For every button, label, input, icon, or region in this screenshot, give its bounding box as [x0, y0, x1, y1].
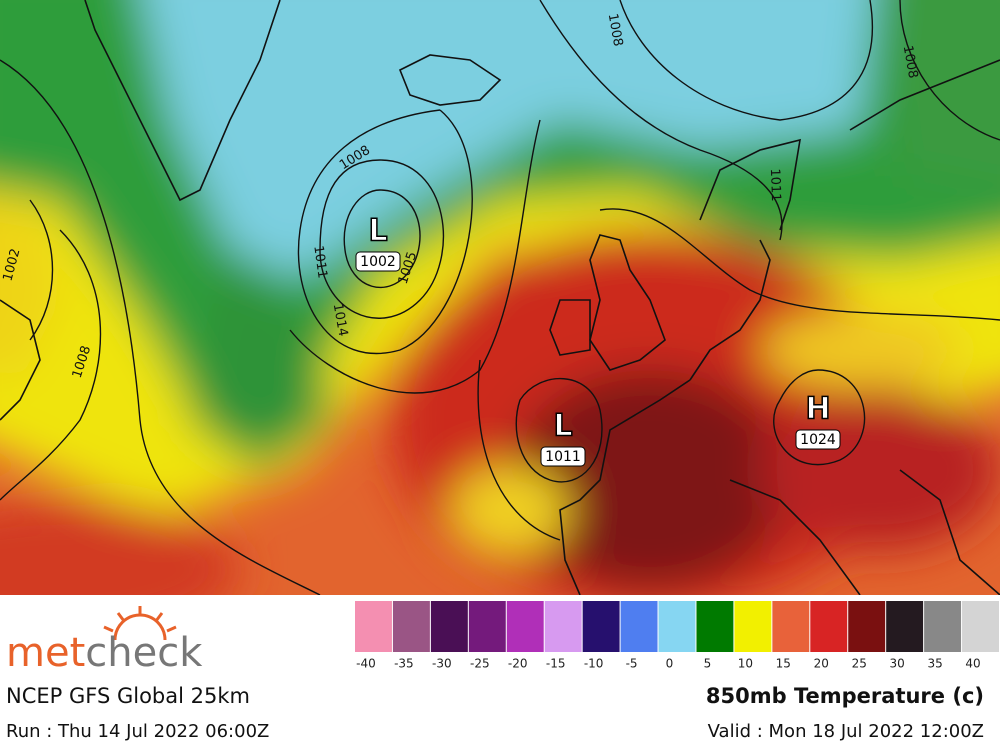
legend-tick-label: 5	[704, 657, 712, 671]
legend-swatch	[848, 601, 886, 652]
legend-tick-label: 25	[852, 657, 867, 671]
legend-tick-label: 15	[776, 657, 791, 671]
pressure-center-value: 1002	[360, 254, 396, 270]
pressure-center-value: 1024	[800, 432, 836, 448]
legend-swatch	[772, 601, 810, 652]
run-time: Run : Thu 14 Jul 2022 06:00Z	[6, 721, 269, 742]
legend-tick-label: 20	[814, 657, 829, 671]
legend-swatch	[582, 601, 620, 652]
pressure-value-box	[795, 429, 841, 450]
legend-swatch	[810, 601, 848, 652]
isobar-label: 1008	[605, 12, 626, 47]
legend-swatch	[886, 601, 924, 652]
legend-tick-label: -20	[508, 657, 528, 671]
legend-tick-label: 40	[965, 657, 980, 671]
isobar-label: 1011	[310, 245, 329, 280]
legend-tick-label: -25	[470, 657, 490, 671]
legend-swatch	[658, 601, 696, 652]
legend-tick-label: -30	[432, 657, 452, 671]
legend-swatch	[430, 601, 468, 652]
valid-time: Valid : Mon 18 Jul 2022 12:00Z	[708, 721, 984, 742]
pressure-center-type: L	[553, 409, 572, 444]
logo: metcheck	[6, 630, 203, 676]
isobar-label: 1008	[900, 44, 921, 79]
legend-tick-label: -5	[626, 657, 638, 671]
logo-check: check	[85, 630, 203, 676]
pressure-center-type: H	[805, 392, 830, 427]
logo-sun	[103, 606, 177, 641]
legend-swatch	[468, 601, 506, 652]
footer: metcheck NCEP GFS Global 25km 850mb Temp…	[6, 606, 984, 742]
isobar-label: 1011	[767, 168, 783, 202]
legend-tick-label: -15	[546, 657, 566, 671]
legend-swatch	[734, 601, 772, 652]
legend-swatch	[392, 601, 430, 652]
pressure-value-box	[540, 446, 586, 467]
logo-met: met	[6, 630, 85, 676]
isobar-label: 1014	[330, 302, 351, 337]
legend-tick-label: 30	[890, 657, 905, 671]
pressure-center-type: L	[368, 214, 387, 249]
legend-swatch	[924, 601, 962, 652]
legend-tick-label: 10	[738, 657, 753, 671]
coastlines	[0, 0, 1000, 595]
pressure-value-box	[355, 251, 401, 272]
legend-swatch	[506, 601, 544, 652]
legend: -40 -35 -30 -25 -20 -15 -10 -5 0 5 10 15 20 25 30 35 40	[355, 601, 999, 671]
pressure-center-value: 1011	[545, 449, 581, 465]
legend-swatch	[544, 601, 582, 652]
legend-tick-label: 0	[666, 657, 674, 671]
legend-tick-label: 35	[927, 657, 942, 671]
legend-tick-label: -10	[584, 657, 604, 671]
legend-tick-label: -40	[356, 657, 376, 671]
map-title: 850mb Temperature (c)	[706, 684, 984, 708]
legend-swatch	[355, 601, 392, 652]
legend-tick-label: -35	[394, 657, 414, 671]
legend-swatch	[696, 601, 734, 652]
legend-swatch	[962, 601, 999, 652]
isobars	[0, 0, 1000, 595]
legend-swatch	[620, 601, 658, 652]
model-name: NCEP GFS Global 25km	[6, 684, 250, 708]
